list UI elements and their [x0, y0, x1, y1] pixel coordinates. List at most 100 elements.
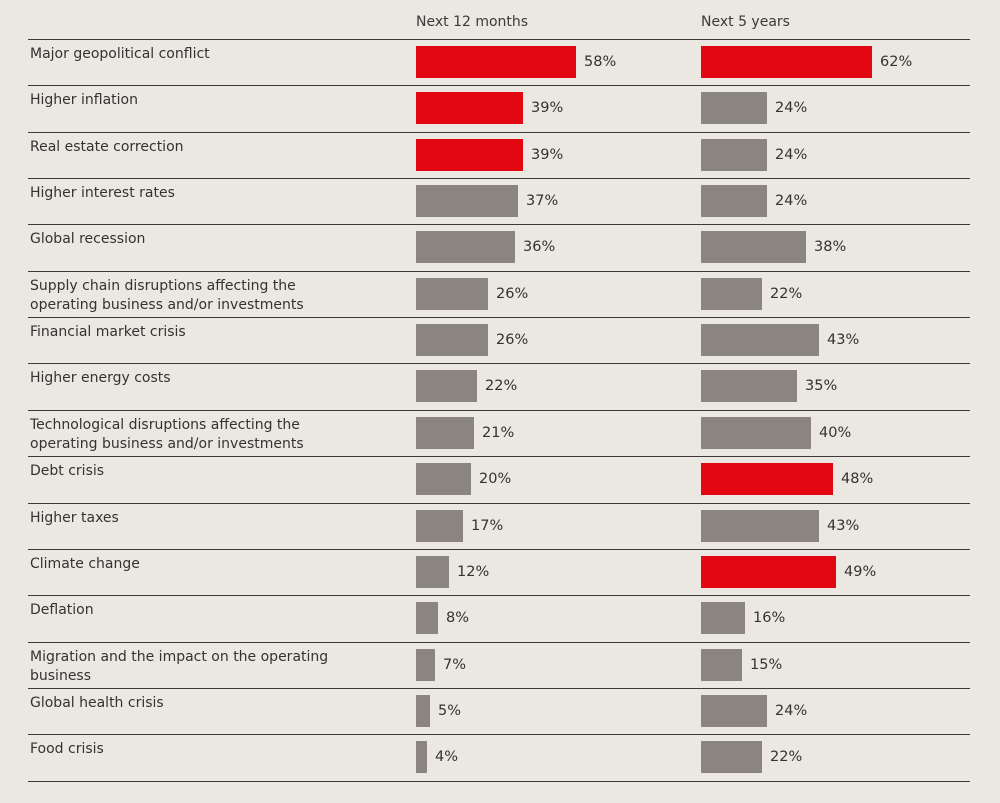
row-label: Higher inflation [30, 92, 138, 108]
column-header: Next 5 years [701, 14, 790, 30]
bar [416, 741, 427, 773]
bar [416, 46, 576, 78]
data-label: 48% [841, 471, 874, 487]
row-label: Global recession [30, 231, 146, 247]
row-divider [28, 178, 970, 179]
bar [416, 649, 435, 681]
data-label: 24% [775, 147, 808, 163]
bar [701, 139, 767, 171]
row-label: Supply chain disruptions affecting the o… [30, 278, 304, 313]
row-label: Major geopolitical conflict [30, 46, 210, 62]
data-label: 22% [770, 286, 803, 302]
bar [701, 649, 742, 681]
bar [701, 231, 806, 263]
bar [416, 231, 515, 263]
data-label: 12% [457, 564, 490, 580]
row-divider [28, 595, 970, 596]
bar [701, 46, 872, 78]
row-divider [28, 688, 970, 689]
row-divider [28, 85, 970, 86]
bar [701, 463, 833, 495]
data-label: 58% [584, 54, 617, 70]
data-label: 15% [750, 657, 783, 673]
row-label: Global health crisis [30, 695, 164, 711]
row-divider [28, 271, 970, 272]
bar [701, 510, 819, 542]
bar [701, 278, 762, 310]
bar [416, 510, 463, 542]
row-divider [28, 224, 970, 225]
data-label: 38% [814, 239, 847, 255]
row-label: Higher energy costs [30, 370, 171, 386]
bar [416, 463, 471, 495]
data-label: 43% [827, 518, 860, 534]
row-divider [28, 456, 970, 457]
data-label: 36% [523, 239, 556, 255]
bar [701, 185, 767, 217]
row-label: Climate change [30, 556, 140, 572]
data-label: 40% [819, 425, 852, 441]
row-divider [28, 549, 970, 550]
data-label: 26% [496, 286, 529, 302]
data-label: 7% [443, 657, 467, 673]
bar [701, 695, 767, 727]
bar [416, 370, 477, 402]
row-divider [28, 734, 970, 735]
bar [416, 139, 523, 171]
data-label: 39% [531, 100, 564, 116]
row-divider [28, 132, 970, 133]
row-label: Higher taxes [30, 510, 119, 526]
row-divider [28, 642, 970, 643]
data-label: 24% [775, 703, 808, 719]
row-divider [28, 363, 970, 364]
row-divider [28, 39, 970, 40]
row-label: Food crisis [30, 741, 104, 757]
bar [416, 92, 523, 124]
data-label: 16% [753, 610, 786, 626]
data-label: 22% [485, 378, 518, 394]
bar [416, 556, 449, 588]
data-label: 35% [805, 378, 838, 394]
bar [701, 741, 762, 773]
data-label: 20% [479, 471, 512, 487]
data-label: 49% [844, 564, 877, 580]
data-label: 26% [496, 332, 529, 348]
data-label: 8% [446, 610, 470, 626]
bar [701, 602, 745, 634]
row-label: Real estate correction [30, 139, 184, 155]
data-label: 24% [775, 100, 808, 116]
row-label: Migration and the impact on the operatin… [30, 649, 329, 684]
data-label: 17% [471, 518, 504, 534]
row-divider [28, 410, 970, 411]
bar [416, 695, 430, 727]
row-label: Higher interest rates [30, 185, 175, 201]
bar [416, 278, 488, 310]
data-label: 43% [827, 332, 860, 348]
row-divider [28, 503, 970, 504]
data-label: 5% [438, 703, 462, 719]
column-header: Next 12 months [416, 14, 529, 30]
row-divider [28, 317, 970, 318]
bar [416, 324, 488, 356]
row-label: Debt crisis [30, 463, 105, 479]
data-label: 21% [482, 425, 515, 441]
data-label: 22% [770, 749, 803, 765]
bar [416, 602, 438, 634]
data-label: 24% [775, 193, 808, 209]
data-label: 37% [526, 193, 559, 209]
bar [701, 417, 811, 449]
row-divider [28, 781, 970, 782]
bar [701, 370, 797, 402]
bar [701, 92, 767, 124]
row-label: Technological disruptions affecting the … [30, 417, 304, 452]
bar [416, 185, 518, 217]
row-label: Financial market crisis [30, 324, 186, 340]
bar [701, 324, 819, 356]
data-label: 39% [531, 147, 564, 163]
bar [416, 417, 474, 449]
row-label: Deflation [30, 602, 94, 618]
data-label: 62% [880, 54, 913, 70]
bar [701, 556, 836, 588]
data-label: 4% [435, 749, 459, 765]
